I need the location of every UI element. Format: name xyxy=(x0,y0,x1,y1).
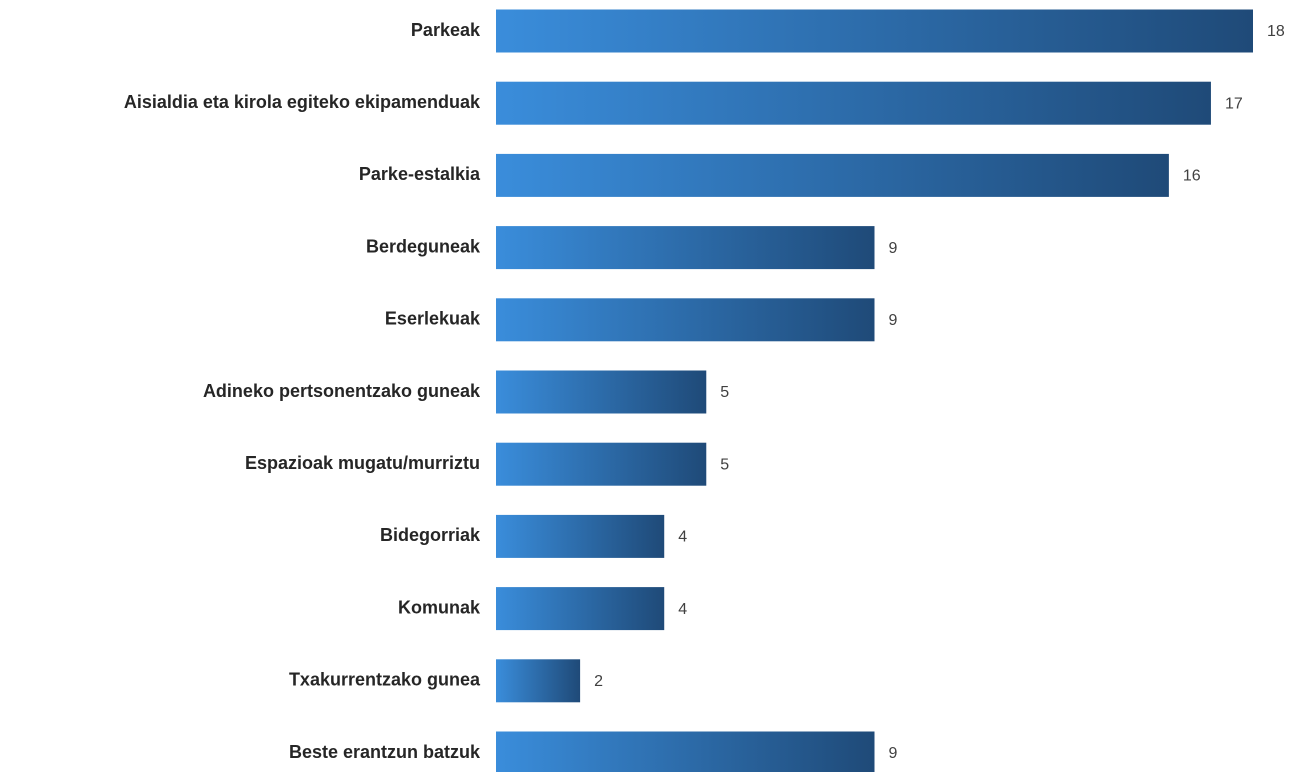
value-label: 18 xyxy=(1267,23,1285,40)
category-label: Aisialdia eta kirola egiteko ekipamendua… xyxy=(124,92,481,112)
value-label: 9 xyxy=(889,312,898,329)
category-label: Parkeak xyxy=(411,20,481,40)
bar xyxy=(496,514,665,558)
value-label: 17 xyxy=(1225,95,1243,112)
category-label: Komunak xyxy=(398,597,481,617)
value-label: 16 xyxy=(1183,168,1201,185)
value-label: 9 xyxy=(889,240,898,257)
category-label: Txakurrentzako gunea xyxy=(289,670,481,690)
category-label: Beste erantzun batzuk xyxy=(289,742,481,762)
bar xyxy=(496,731,875,772)
bar xyxy=(496,442,707,486)
value-label: 9 xyxy=(889,745,898,762)
category-label: Espazioak mugatu/murriztu xyxy=(245,453,480,473)
bar xyxy=(496,370,707,414)
bar xyxy=(496,298,875,342)
bar xyxy=(496,587,665,631)
value-label: 5 xyxy=(720,456,729,473)
category-label: Berdeguneak xyxy=(366,236,481,256)
value-label: 4 xyxy=(678,601,687,618)
value-label: 2 xyxy=(594,673,603,690)
bar xyxy=(496,226,875,270)
category-label: Parke-estalkia xyxy=(359,164,481,184)
category-label: Eserlekuak xyxy=(385,309,481,329)
bar xyxy=(496,81,1211,125)
bar xyxy=(496,9,1253,53)
category-label: Adineko pertsonentzako guneak xyxy=(203,381,481,401)
category-label: Bidegorriak xyxy=(380,525,481,545)
bar xyxy=(496,153,1169,197)
bar xyxy=(496,659,581,703)
value-label: 5 xyxy=(720,384,729,401)
value-label: 4 xyxy=(678,529,687,546)
